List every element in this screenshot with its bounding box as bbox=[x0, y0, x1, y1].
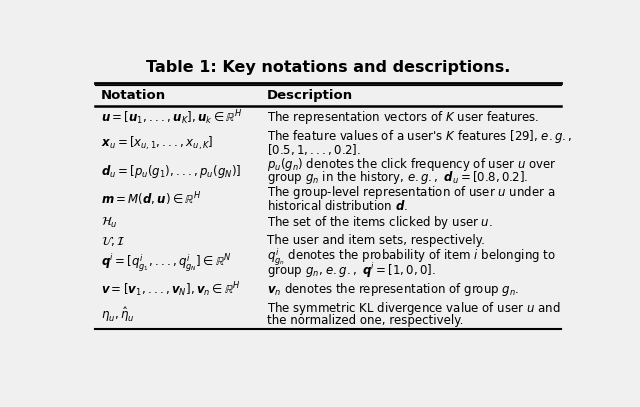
Text: $q^i_{g_n}$ denotes the probability of item $i$ belonging to: $q^i_{g_n}$ denotes the probability of i… bbox=[267, 247, 556, 268]
Text: historical distribution $\boldsymbol{d}$.: historical distribution $\boldsymbol{d}$… bbox=[267, 199, 408, 212]
Text: $\boldsymbol{u} = [\boldsymbol{u}_1,...,\boldsymbol{u}_K], \boldsymbol{u}_k \in : $\boldsymbol{u} = [\boldsymbol{u}_1,...,… bbox=[101, 108, 243, 127]
Text: $\boldsymbol{d}_u = [p_u(g_1),...,p_u(g_N)]$: $\boldsymbol{d}_u = [p_u(g_1),...,p_u(g_… bbox=[101, 162, 241, 179]
Text: The set of the items clicked by user $u$.: The set of the items clicked by user $u$… bbox=[267, 214, 493, 231]
Text: Description: Description bbox=[267, 89, 353, 102]
Text: $p_u(g_n)$ denotes the click frequency of user $u$ over: $p_u(g_n)$ denotes the click frequency o… bbox=[267, 156, 557, 173]
Text: $\boldsymbol{q}^i = [q^i_{g_1},...,q^i_{g_N}] \in \mathbb{R}^N$: $\boldsymbol{q}^i = [q^i_{g_1},...,q^i_{… bbox=[101, 253, 232, 274]
Text: The feature values of a user's $K$ features [29], $e.g.,$: The feature values of a user's $K$ featu… bbox=[267, 128, 572, 145]
Text: $\mathcal{U}, \mathcal{I}$: $\mathcal{U}, \mathcal{I}$ bbox=[101, 234, 125, 247]
Text: $\mathcal{H}_u$: $\mathcal{H}_u$ bbox=[101, 215, 118, 230]
Text: group $g_n$ in the history, $e.g.,$ $\boldsymbol{d}_u = [0.8, 0.2]$.: group $g_n$ in the history, $e.g.,$ $\bo… bbox=[267, 169, 528, 186]
Text: $\eta_u, \hat{\eta}_u$: $\eta_u, \hat{\eta}_u$ bbox=[101, 305, 134, 324]
Text: Table 1: Key notations and descriptions.: Table 1: Key notations and descriptions. bbox=[146, 60, 510, 75]
Text: $[0.5, 1, ..., 0.2]$.: $[0.5, 1, ..., 0.2]$. bbox=[267, 142, 361, 157]
Text: $\boldsymbol{v}_n$ denotes the representation of group $g_n$.: $\boldsymbol{v}_n$ denotes the represent… bbox=[267, 281, 519, 298]
Text: $\boldsymbol{m} = M(\boldsymbol{d}, \boldsymbol{u}) \in \mathbb{R}^H$: $\boldsymbol{m} = M(\boldsymbol{d}, \bol… bbox=[101, 190, 201, 208]
Text: the normalized one, respectively.: the normalized one, respectively. bbox=[267, 314, 463, 327]
Text: $\boldsymbol{x}_u = [x_{u,1},...,x_{u,K}]$: $\boldsymbol{x}_u = [x_{u,1},...,x_{u,K}… bbox=[101, 134, 213, 151]
Text: The symmetric KL divergence value of user $u$ and: The symmetric KL divergence value of use… bbox=[267, 300, 561, 317]
Text: The user and item sets, respectively.: The user and item sets, respectively. bbox=[267, 234, 485, 247]
Text: Notation: Notation bbox=[101, 89, 166, 102]
Text: $\boldsymbol{v} = [\boldsymbol{v}_1,...,\boldsymbol{v}_N], \boldsymbol{v}_n \in : $\boldsymbol{v} = [\boldsymbol{v}_1,...,… bbox=[101, 280, 241, 299]
Text: The representation vectors of $K$ user features.: The representation vectors of $K$ user f… bbox=[267, 109, 540, 126]
Text: group $g_n$, $e.g.,$ $\boldsymbol{q}^i = [1, 0, 0]$.: group $g_n$, $e.g.,$ $\boldsymbol{q}^i =… bbox=[267, 260, 436, 280]
Text: The group-level representation of user $u$ under a: The group-level representation of user $… bbox=[267, 184, 556, 201]
